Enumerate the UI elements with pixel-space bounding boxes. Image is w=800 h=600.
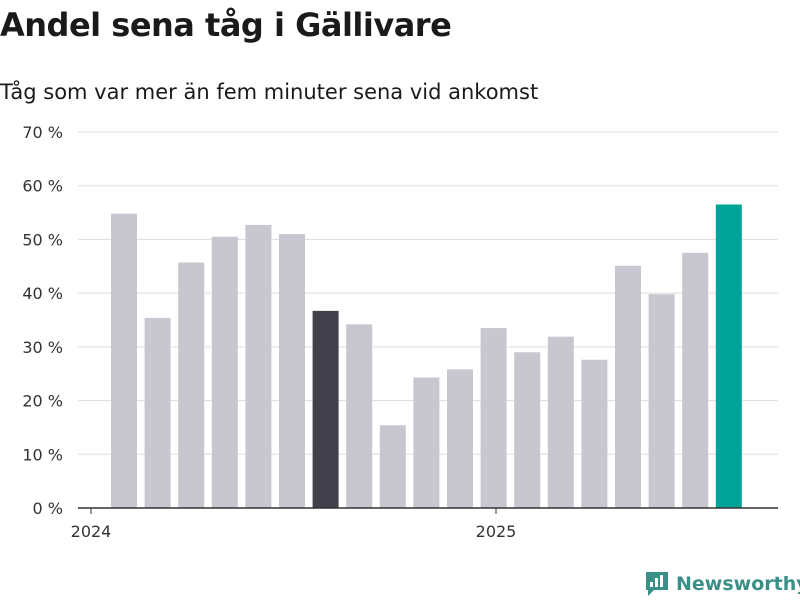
- y-tick-label: 0 %: [33, 499, 63, 518]
- bar: [144, 317, 171, 508]
- y-tick-label: 30 %: [22, 338, 63, 357]
- y-tick-label: 70 %: [22, 123, 63, 142]
- bar-chart: 0 % 10 % 20 % 30 % 40 % 50 % 60 % 70 % 2024 2025: [22, 123, 778, 541]
- bar: [514, 352, 541, 508]
- bar: [346, 324, 373, 508]
- chart-subtitle: Tåg som var mer än fem minuter sena vid …: [0, 80, 539, 104]
- bar: [111, 213, 137, 508]
- newsworthy-logo-icon: [646, 572, 668, 596]
- bar: [211, 236, 238, 508]
- y-tick-label: 60 %: [22, 177, 63, 196]
- bar: [312, 310, 339, 508]
- bar: [715, 204, 742, 508]
- bar: [379, 425, 406, 508]
- y-tick-label: 40 %: [22, 284, 63, 303]
- bar: [279, 234, 305, 509]
- bar: [547, 336, 574, 508]
- brand-name: Newsworthy: [676, 573, 800, 595]
- y-tick-label: 20 %: [22, 392, 63, 411]
- bar: [648, 294, 675, 508]
- bar: [581, 359, 608, 508]
- chart-title: Andel sena tåg i Gällivare: [0, 6, 452, 44]
- x-tick-label: 2025: [476, 522, 517, 541]
- bar: [447, 369, 473, 508]
- bar: [413, 377, 440, 508]
- bar: [178, 262, 205, 508]
- bar: [615, 265, 641, 508]
- newsworthy-logo: Newsworthy: [644, 570, 800, 598]
- x-tick-label: 2024: [71, 522, 112, 541]
- y-tick-label: 50 %: [22, 230, 63, 249]
- bar: [480, 328, 507, 508]
- y-tick-label: 10 %: [22, 445, 63, 464]
- bar: [245, 224, 272, 508]
- bar: [682, 252, 709, 508]
